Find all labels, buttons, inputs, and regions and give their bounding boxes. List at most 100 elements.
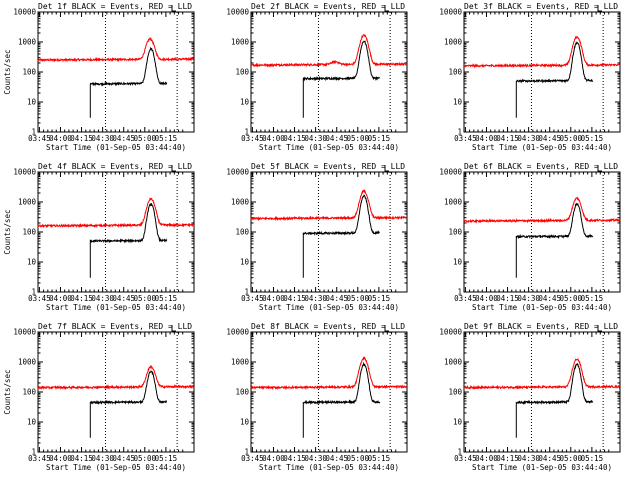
y-tick-label: 100 <box>235 388 249 397</box>
x-tick-label: 03:45 <box>454 294 477 303</box>
y-tick-label: 10000 <box>13 168 36 177</box>
corner-marker <box>171 325 176 332</box>
corner-marker <box>384 5 389 12</box>
series-line-events <box>302 361 381 438</box>
y-tick-label: 10000 <box>226 168 249 177</box>
series-line-events <box>89 202 168 278</box>
x-axis-label: Start Time (01-Sep-05 03:44:40) <box>472 463 612 472</box>
chart-panel-4: Det 4f BLACK = Events, RED = LLD 1 10 100 10… <box>3 162 195 312</box>
x-tick-label: 05:00 <box>347 134 370 143</box>
y-axis-label: Counts/sec <box>3 49 12 94</box>
x-tick-label: 03:45 <box>454 134 477 143</box>
y-tick-label: 100 <box>22 68 36 77</box>
x-axis-label: Start Time (01-Sep-05 03:44:40) <box>259 143 399 152</box>
chart-panel-1: Det 1f BLACK = Events, RED = LLD 1 10 100 10… <box>3 2 195 152</box>
y-tick-label: 1000 <box>231 358 250 367</box>
y-tick-label: 10000 <box>439 168 462 177</box>
x-tick-label: 04:15 <box>496 134 519 143</box>
chart-panel-5: Det 5f BLACK = Events, RED = LLD 1 10 100 10… <box>226 162 408 312</box>
series-line-events <box>515 362 594 438</box>
x-tick-label: 05:15 <box>581 294 604 303</box>
chart-title: Det 1f BLACK = Events, RED = LLD <box>38 2 192 11</box>
y-tick-label: 100 <box>22 388 36 397</box>
chart-title: Det 4f BLACK = Events, RED = LLD <box>38 162 192 171</box>
y-axis-label: Counts/sec <box>3 209 12 254</box>
series-line-events <box>89 370 168 438</box>
x-tick-label: 04:30 <box>304 294 327 303</box>
plot-frame <box>463 11 621 133</box>
x-axis-label: Start Time (01-Sep-05 03:44:40) <box>46 143 186 152</box>
x-tick-label: 03:45 <box>241 134 264 143</box>
chart-title: Det 8f BLACK = Events, RED = LLD <box>251 322 405 331</box>
x-tick-label: 04:15 <box>496 294 519 303</box>
corner-marker <box>597 325 602 332</box>
y-tick-label: 1000 <box>231 198 250 207</box>
chart-title: Det 5f BLACK = Events, RED = LLD <box>251 162 405 171</box>
series-line-lld <box>250 33 407 68</box>
y-tick-label: 1000 <box>444 198 463 207</box>
x-tick-label: 03:45 <box>454 454 477 463</box>
x-tick-label: 04:45 <box>325 454 348 463</box>
x-tick-label: 04:45 <box>112 454 135 463</box>
x-tick-label: 05:00 <box>347 294 370 303</box>
x-tick-label: 05:15 <box>155 454 178 463</box>
y-tick-label: 10 <box>27 418 37 427</box>
x-tick-label: 04:30 <box>91 134 114 143</box>
y-tick-label: 1 <box>457 128 462 137</box>
x-tick-label: 04:15 <box>70 454 93 463</box>
x-axis-label: Start Time (01-Sep-05 03:44:40) <box>46 303 186 312</box>
x-tick-label: 03:45 <box>28 294 51 303</box>
x-tick-label: 04:30 <box>304 454 327 463</box>
x-tick-label: 04:00 <box>49 294 72 303</box>
plot-frame <box>37 11 195 133</box>
corner-marker <box>384 325 389 332</box>
series-line-events <box>515 41 594 118</box>
x-tick-label: 04:45 <box>112 134 135 143</box>
series-line-events <box>302 40 381 118</box>
plot-frame <box>37 331 195 453</box>
series-line-lld <box>37 364 195 391</box>
series-line-lld <box>37 197 194 229</box>
y-tick-label: 1 <box>31 288 36 297</box>
corner-marker <box>597 165 602 172</box>
chart-title: Det 3f BLACK = Events, RED = LLD <box>464 2 618 11</box>
chart-panel-6: Det 6f BLACK = Events, RED = LLD 1 10 100 10… <box>439 162 621 312</box>
x-tick-label: 05:00 <box>347 454 370 463</box>
y-axis-label: Counts/sec <box>3 369 12 414</box>
chart-title: Det 6f BLACK = Events, RED = LLD <box>464 162 618 171</box>
y-tick-label: 100 <box>448 388 462 397</box>
plot-frame <box>463 331 621 453</box>
x-tick-label: 03:45 <box>28 134 51 143</box>
plot-frame <box>37 171 195 293</box>
y-tick-label: 1 <box>31 448 36 457</box>
y-tick-label: 1000 <box>444 38 463 47</box>
x-tick-label: 05:00 <box>134 294 157 303</box>
y-tick-label: 1 <box>31 128 36 137</box>
y-tick-label: 10000 <box>439 8 462 17</box>
x-tick-label: 05:15 <box>155 134 178 143</box>
x-tick-label: 04:45 <box>112 294 135 303</box>
y-tick-label: 100 <box>22 228 36 237</box>
y-tick-label: 10000 <box>226 328 249 337</box>
y-tick-label: 10 <box>453 98 463 107</box>
x-axis-label: Start Time (01-Sep-05 03:44:40) <box>259 463 399 472</box>
y-tick-label: 10 <box>27 98 37 107</box>
y-tick-label: 10000 <box>13 328 36 337</box>
x-tick-label: 05:00 <box>560 134 583 143</box>
y-tick-label: 100 <box>235 228 249 237</box>
series-line-lld <box>37 36 195 63</box>
y-tick-label: 1000 <box>18 358 37 367</box>
x-tick-label: 04:45 <box>538 454 561 463</box>
y-tick-label: 100 <box>448 228 462 237</box>
series-line-lld <box>463 357 621 390</box>
x-tick-label: 04:15 <box>70 294 93 303</box>
x-tick-label: 04:30 <box>517 454 540 463</box>
x-tick-label: 05:15 <box>581 454 604 463</box>
y-tick-label: 1 <box>244 288 249 297</box>
x-tick-label: 04:30 <box>517 294 540 303</box>
y-tick-label: 1 <box>244 448 249 457</box>
x-tick-label: 04:45 <box>325 294 348 303</box>
x-tick-label: 05:00 <box>134 134 157 143</box>
x-tick-label: 04:45 <box>325 134 348 143</box>
